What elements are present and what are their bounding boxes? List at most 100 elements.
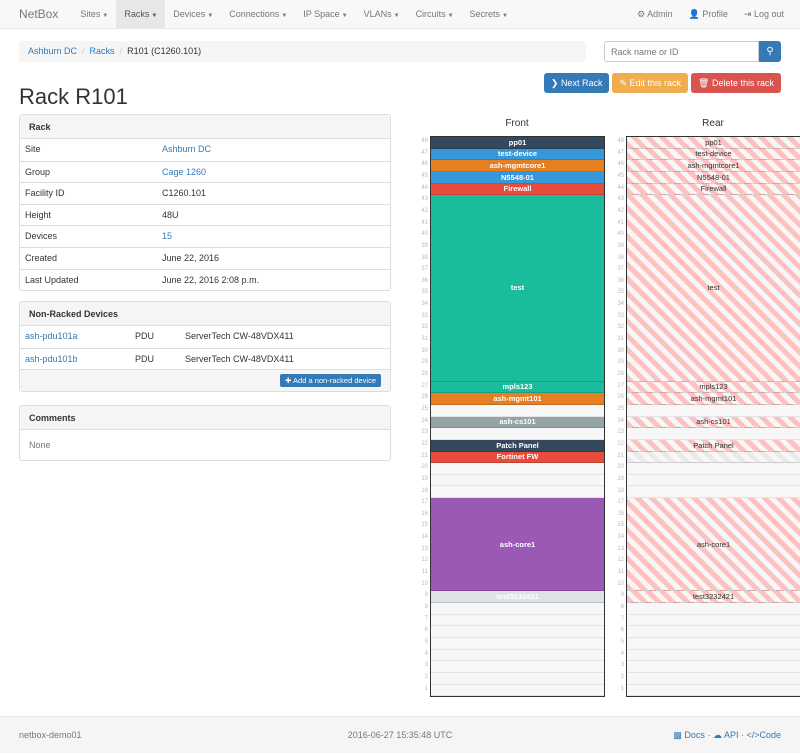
- rack-search: ⚲: [604, 41, 781, 62]
- unit-number: 7: [424, 615, 428, 622]
- nav-racks[interactable]: Racks ▼: [116, 0, 166, 29]
- breadcrumb-racks[interactable]: Racks: [89, 46, 115, 56]
- nav-label: Log out: [753, 8, 784, 19]
- empty-unit[interactable]: [627, 685, 800, 697]
- unit-number: 29: [617, 359, 624, 366]
- rack-device[interactable]: ash-core1: [431, 498, 604, 592]
- empty-unit[interactable]: [431, 615, 604, 627]
- rack-panel: Rack Site Ashburn DC Group Cage 1260 Facilit…: [19, 114, 391, 292]
- nav-vlans[interactable]: VLANs ▼: [356, 0, 408, 29]
- rack-device[interactable]: test3232421: [627, 591, 800, 603]
- search-input[interactable]: [604, 41, 759, 62]
- empty-unit[interactable]: [431, 487, 604, 499]
- book-icon: ▩: [673, 730, 682, 740]
- empty-unit[interactable]: [627, 673, 800, 685]
- rack-device[interactable]: mpls123: [431, 381, 604, 394]
- rack-device[interactable]: N5548-01: [627, 171, 800, 184]
- reserved-unit[interactable]: [627, 451, 800, 464]
- unit-number: 5: [424, 638, 428, 645]
- rack-device[interactable]: Patch Panel: [431, 439, 604, 452]
- empty-unit[interactable]: [627, 463, 800, 475]
- nav-label: VLANs: [363, 8, 392, 19]
- unit-number: 12: [617, 557, 624, 564]
- empty-unit[interactable]: [431, 685, 604, 697]
- attr-label: Created: [25, 252, 58, 263]
- nav-label: Devices: [173, 8, 206, 19]
- code-link[interactable]: Code: [759, 730, 781, 740]
- rack-device[interactable]: ash-cs101: [627, 416, 800, 429]
- empty-unit[interactable]: [627, 603, 800, 615]
- rack-device[interactable]: test: [431, 195, 604, 382]
- rack-device[interactable]: test3232421: [431, 591, 604, 603]
- empty-unit[interactable]: [627, 428, 800, 440]
- empty-unit[interactable]: [627, 405, 800, 417]
- rack-device[interactable]: ash-mgmt101: [627, 393, 800, 405]
- device-link[interactable]: ash-pdu101a: [25, 331, 78, 341]
- rack-device[interactable]: ash-core1: [627, 498, 800, 592]
- caret-down-icon: ▼: [281, 12, 288, 19]
- empty-unit[interactable]: [431, 661, 604, 673]
- unit-number: 37: [617, 266, 624, 273]
- nav-devices[interactable]: Devices ▼: [165, 0, 221, 29]
- brand[interactable]: NetBox: [19, 7, 59, 21]
- rack-device[interactable]: ash-mgmtcore1: [627, 160, 800, 172]
- nav-circuits[interactable]: Circuits ▼: [408, 0, 462, 29]
- rack-device[interactable]: test: [627, 195, 800, 382]
- docs-link[interactable]: Docs: [684, 730, 705, 740]
- delete-rack-button[interactable]: 🗑 Delete this rack: [691, 73, 781, 93]
- edit-rack-button[interactable]: ✎ Edit this rack: [612, 73, 689, 93]
- next-rack-button[interactable]: ❯ Next Rack: [543, 73, 610, 93]
- rack-device[interactable]: Patch Panel: [627, 439, 800, 452]
- empty-unit[interactable]: [627, 650, 800, 662]
- empty-unit[interactable]: [431, 428, 604, 440]
- unit-number: 23: [617, 429, 624, 436]
- rack-device[interactable]: Firewall: [627, 183, 800, 196]
- rack-device[interactable]: ash-mgmt101: [431, 393, 604, 405]
- breadcrumb-site[interactable]: Ashburn DC: [28, 46, 78, 56]
- empty-unit[interactable]: [431, 463, 604, 475]
- empty-unit[interactable]: [431, 650, 604, 662]
- empty-unit[interactable]: [627, 638, 800, 650]
- empty-unit[interactable]: [431, 405, 604, 417]
- empty-unit[interactable]: [431, 626, 604, 638]
- attr-value[interactable]: 15: [162, 231, 173, 242]
- nav-ip-space[interactable]: IP Space ▼: [295, 0, 355, 29]
- unit-number: 22: [421, 440, 428, 447]
- rack-device[interactable]: test-device: [431, 148, 604, 161]
- empty-unit[interactable]: [431, 638, 604, 650]
- empty-unit[interactable]: [431, 475, 604, 487]
- add-non-racked-button[interactable]: ✚ Add a non-racked device: [280, 374, 381, 388]
- empty-unit[interactable]: [627, 487, 800, 499]
- api-link[interactable]: API: [723, 730, 739, 740]
- nav-sites[interactable]: Sites ▼: [72, 0, 116, 29]
- rack-device[interactable]: Fortinet FW: [431, 451, 604, 464]
- search-button[interactable]: ⚲: [759, 41, 781, 62]
- rack-device[interactable]: test-device: [627, 148, 800, 161]
- nav-log-out[interactable]: ⇥ Log out: [736, 0, 792, 29]
- nav-profile[interactable]: 👤 Profile: [681, 0, 736, 29]
- nav-secrets[interactable]: Secrets ▼: [462, 0, 516, 29]
- empty-unit[interactable]: [627, 661, 800, 673]
- rack-device[interactable]: ash-mgmtcore1: [431, 160, 604, 172]
- empty-unit[interactable]: [627, 615, 800, 627]
- breadcrumb: Ashburn DC / Racks / R101 (C1260.101): [19, 41, 586, 62]
- empty-unit[interactable]: [627, 626, 800, 638]
- rack-device[interactable]: ash-cs101: [431, 416, 604, 429]
- device-link[interactable]: ash-pdu101b: [25, 353, 78, 364]
- rack-device[interactable]: pp01: [431, 137, 604, 149]
- rack-device[interactable]: mpls123: [627, 381, 800, 394]
- unit-number: 38: [617, 254, 624, 261]
- empty-unit[interactable]: [431, 603, 604, 615]
- unit-number: 37: [421, 266, 428, 273]
- attr-value[interactable]: Ashburn DC: [162, 144, 212, 154]
- rack-device[interactable]: Firewall: [431, 183, 604, 196]
- nav-admin[interactable]: ⚙ Admin: [629, 0, 681, 29]
- empty-unit[interactable]: [627, 475, 800, 487]
- empty-unit[interactable]: [431, 673, 604, 685]
- unit-number: 24: [617, 417, 624, 424]
- nav-connections[interactable]: Connections ▼: [221, 0, 295, 29]
- attr-value[interactable]: Cage 1260: [162, 166, 207, 177]
- unit-number: 2: [424, 673, 428, 680]
- rack-device[interactable]: N5548-01: [431, 171, 604, 184]
- rack-device[interactable]: pp01: [627, 137, 800, 149]
